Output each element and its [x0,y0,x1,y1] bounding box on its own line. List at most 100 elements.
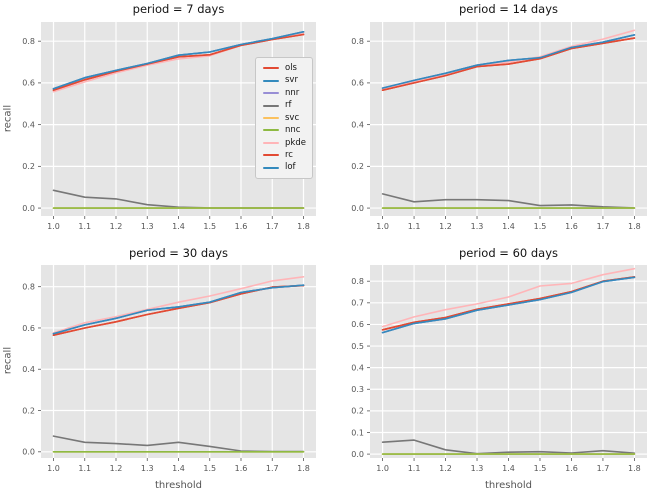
x-tick-label: 1.2 [439,464,452,473]
x-tick-label: 1.8 [628,222,641,231]
legend-item-nnr: nnr [263,89,312,98]
x-tick-label: 1.0 [376,222,389,231]
legend-swatch-nnr [263,92,279,95]
legend-swatch-lof [263,166,279,169]
x-tick-label: 1.2 [110,464,123,473]
y-axis-label-recall-bottom: recall [2,346,14,375]
legend-item-svr: svr [263,76,312,85]
y-tick-label: 0.6 [22,79,35,88]
legend-label: ols [285,62,297,73]
y-axis-label-recall-top: recall [2,104,14,133]
y-tick-label: 0.4 [22,120,35,129]
x-tick-label: 1.6 [235,464,248,473]
x-tick-label: 1.7 [597,464,610,473]
legend: ols svr nnr rf svc nnc pkde rc lof [255,57,313,179]
legend-item-lof: lof [263,163,312,172]
x-tick-label: 1.1 [408,464,421,473]
subplot-period-60-days: 1.0 1.1 1.2 1.3 1.4 1.5 1.6 1.7 1.8 0.0 0.1 0.2 0.3 0… [351,265,647,473]
subplot-period-30-days: 1.0 1.1 1.2 1.3 1.4 1.5 1.6 1.7 1.8 0.0 0.2 0.4 0.6 0… [22,265,316,473]
x-tick-label: 1.3 [141,464,154,473]
legend-item-nnc: nnc [263,126,312,135]
x-tick-label: 1.4 [502,222,515,231]
x-tick-label: 1.7 [266,222,279,231]
legend-label: lof [285,162,296,173]
y-tick-label: 0.1 [351,428,364,437]
x-tick-label: 1.8 [297,222,310,231]
legend-label: svr [285,75,298,86]
y-tick-label: 0.0 [351,204,364,213]
y-tick-label: 0.4 [351,363,364,372]
legend-item-rf: rf [263,101,312,110]
x-tick-label: 1.8 [628,464,641,473]
series-line-rc [52,33,305,91]
x-tick-label: 1.3 [141,222,154,231]
y-tick-label: 0.2 [351,162,364,171]
legend-label: svc [285,112,300,123]
series-line-pkde [381,29,636,90]
y-tick-label: 0.0 [351,450,364,459]
x-tick-label: 1.0 [47,464,60,473]
legend-item-svc: svc [263,114,312,123]
legend-item-rc: rc [263,151,312,160]
legend-swatch-pkde [263,141,279,144]
y-tick-label: 0.8 [351,277,364,286]
x-tick-label: 1.1 [408,222,421,231]
y-tick-label: 0.2 [351,407,364,416]
plot-title-7-days: period = 7 days [132,2,225,16]
y-tick-label: 0.6 [22,324,35,333]
y-tick-label: 0.2 [22,406,35,415]
legend-label: rc [285,150,293,161]
x-tick-label: 1.2 [439,222,452,231]
x-axis-label-threshold-left: threshold [154,480,203,491]
series-line-pkde [52,275,305,334]
plot-title-60-days: period = 60 days [458,246,558,260]
legend-label: pkde [285,137,306,148]
y-tick-label: 0.6 [351,320,364,329]
x-tick-label: 1.5 [203,464,216,473]
x-tick-label: 1.0 [376,464,389,473]
legend-swatch-nnc [263,129,279,132]
y-tick-label: 0.4 [22,365,35,374]
series-line-lof [52,284,305,335]
y-tick-label: 0.7 [351,299,364,308]
series-line-lof [52,30,305,90]
legend-label: nnc [285,125,301,136]
y-tick-label: 0.8 [351,37,364,46]
x-tick-label: 1.6 [565,464,578,473]
x-tick-label: 1.4 [172,222,185,231]
y-tick-label: 0.2 [22,162,35,171]
legend-swatch-ols [263,67,279,70]
legend-swatch-svc [263,116,279,119]
legend-swatch-svr [263,79,279,82]
x-tick-label: 1.5 [203,222,216,231]
x-tick-label: 1.1 [78,464,91,473]
x-tick-label: 1.5 [534,464,547,473]
legend-label: rf [285,100,292,111]
x-tick-label: 1.7 [266,464,279,473]
x-tick-label: 1.4 [172,464,185,473]
y-tick-label: 0.8 [22,282,35,291]
x-tick-label: 1.7 [597,222,610,231]
y-tick-label: 0.0 [22,204,35,213]
x-tick-label: 1.4 [502,464,515,473]
x-tick-label: 1.5 [534,222,547,231]
series-line-pkde [381,267,636,328]
plot-title-30-days: period = 30 days [128,246,228,260]
series-line-lof [381,276,636,334]
x-tick-label: 1.3 [471,464,484,473]
subplot-period-14-days: 1.0 1.1 1.2 1.3 1.4 1.5 1.6 1.7 1.8 0.0 0.2 0.4 0.6 0… [351,22,647,231]
series-line-rf [381,439,636,455]
legend-label: nnr [285,87,300,98]
plot-title-14-days: period = 14 days [458,2,558,16]
y-tick-label: 0.0 [22,448,35,457]
y-tick-label: 0.5 [351,342,364,351]
series-line-rf [381,193,636,209]
y-tick-label: 0.8 [22,37,35,46]
x-tick-label: 1.0 [47,222,60,231]
y-tick-label: 0.4 [351,120,364,129]
y-tick-label: 0.6 [351,79,364,88]
legend-swatch-rc [263,154,279,157]
series-line-rc [381,37,636,91]
x-axis-label-threshold-right: threshold [484,480,533,491]
